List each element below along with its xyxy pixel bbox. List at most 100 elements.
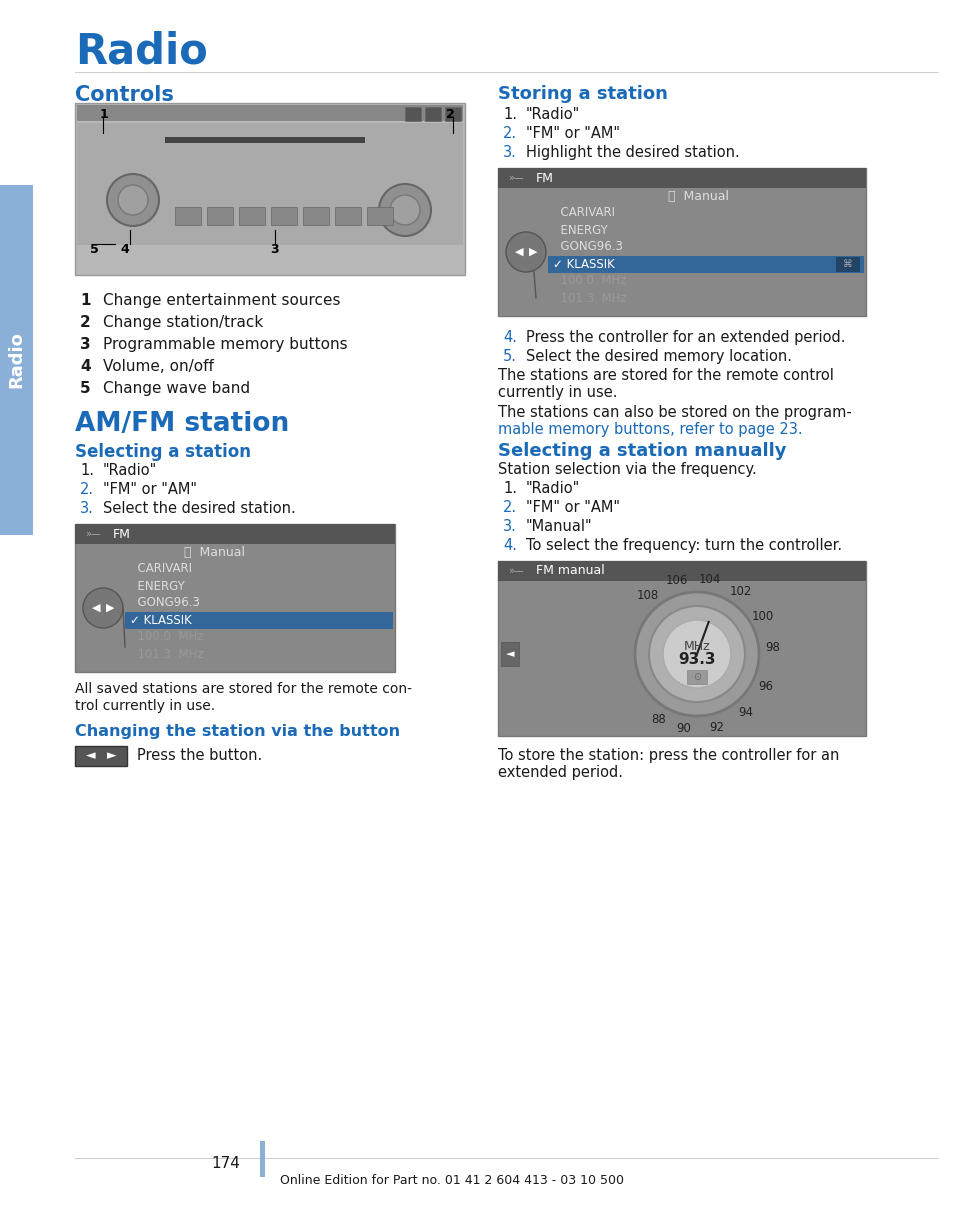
Text: ◄: ◄ [86, 750, 95, 763]
Bar [77, 123, 462, 245]
Text: Volume, on/off: Volume, on/off [103, 358, 213, 374]
Text: ⌘: ⌘ [842, 259, 852, 269]
Text: Controls: Controls [75, 85, 173, 104]
Text: trol currently in use.: trol currently in use. [75, 699, 214, 713]
Text: Press the button.: Press the button. [137, 748, 262, 763]
Bar [547, 256, 863, 273]
Text: 3: 3 [271, 243, 279, 256]
Text: 2.: 2. [502, 126, 517, 141]
Text: 100: 100 [751, 610, 773, 622]
Bar [239, 207, 265, 225]
Text: ENERGY: ENERGY [553, 224, 607, 237]
Text: FM manual: FM manual [536, 565, 604, 577]
Text: 5.: 5. [502, 349, 517, 364]
Text: FM: FM [112, 527, 131, 541]
Text: ◀: ◀ [515, 247, 522, 258]
Text: 1: 1 [80, 293, 91, 307]
Text: Station selection via the frequency.: Station selection via the frequency. [497, 462, 756, 477]
Text: 4: 4 [120, 243, 129, 256]
Text: ◀: ◀ [91, 603, 100, 614]
Bar [260, 1141, 265, 1177]
Bar [405, 107, 420, 122]
Text: »—: »— [85, 529, 100, 539]
Text: The stations can also be stored on the program-: The stations can also be stored on the p… [497, 405, 851, 420]
Text: "Radio": "Radio" [525, 481, 579, 496]
Text: ⊙: ⊙ [692, 672, 700, 682]
Text: 101.3  MHz: 101.3 MHz [130, 648, 203, 661]
Text: 1.: 1. [80, 463, 94, 477]
Text: 102: 102 [729, 586, 751, 598]
Bar [497, 168, 865, 188]
Text: 98: 98 [764, 640, 780, 654]
Text: Online Edition for Part no. 01 41 2 604 413 - 03 10 500: Online Edition for Part no. 01 41 2 604 … [280, 1174, 623, 1187]
Circle shape [378, 183, 431, 236]
Text: Highlight the desired station.: Highlight the desired station. [525, 145, 739, 160]
Bar [444, 107, 460, 122]
Text: 90: 90 [676, 723, 691, 735]
Text: 104: 104 [699, 572, 720, 586]
Text: "FM" or "AM": "FM" or "AM" [103, 482, 196, 497]
Text: 🔍  Manual: 🔍 Manual [184, 546, 245, 559]
Text: "Radio": "Radio" [103, 463, 157, 477]
Bar [75, 524, 395, 544]
Bar [77, 104, 462, 122]
Bar [0, 185, 33, 535]
Bar [500, 642, 518, 666]
Circle shape [118, 185, 148, 215]
Text: 101.3  MHz: 101.3 MHz [553, 292, 626, 305]
Text: Change station/track: Change station/track [103, 315, 263, 330]
Text: Radio: Radio [7, 332, 25, 389]
Text: 2: 2 [80, 315, 91, 330]
Text: Changing the station via the button: Changing the station via the button [75, 724, 399, 739]
Text: 3.: 3. [502, 145, 517, 160]
Text: ►: ► [107, 750, 116, 763]
Text: GONG96.3: GONG96.3 [130, 597, 200, 610]
Text: FM: FM [536, 171, 554, 185]
Text: 🔍  Manual: 🔍 Manual [668, 190, 729, 203]
Text: 1: 1 [100, 108, 109, 122]
Text: 5: 5 [80, 382, 91, 396]
Text: "FM" or "AM": "FM" or "AM" [525, 126, 619, 141]
Bar [75, 746, 127, 765]
Text: MHz: MHz [683, 639, 710, 652]
Text: »—: »— [507, 173, 523, 183]
Text: mable memory buttons, refer to page 23.: mable memory buttons, refer to page 23. [497, 422, 801, 437]
Circle shape [390, 194, 419, 225]
Text: 100.0  MHz: 100.0 MHz [553, 275, 626, 288]
Bar [75, 524, 395, 672]
Circle shape [662, 620, 730, 688]
Text: 3: 3 [80, 337, 91, 352]
Text: 94: 94 [738, 706, 753, 719]
Text: All saved stations are stored for the remote con-: All saved stations are stored for the re… [75, 682, 412, 696]
Text: To select the frequency: turn the controller.: To select the frequency: turn the contro… [525, 538, 841, 553]
Text: 108: 108 [637, 589, 659, 603]
Text: Select the desired station.: Select the desired station. [103, 501, 295, 516]
Circle shape [107, 174, 159, 226]
Text: 2.: 2. [80, 482, 94, 497]
Text: CARIVARI: CARIVARI [553, 207, 615, 220]
Text: "FM" or "AM": "FM" or "AM" [525, 501, 619, 515]
Bar [497, 561, 865, 581]
Bar [335, 207, 360, 225]
Text: 4.: 4. [502, 330, 517, 345]
Text: Selecting a station manually: Selecting a station manually [497, 442, 785, 460]
Text: ✓ KLASSIK: ✓ KLASSIK [130, 614, 192, 627]
Text: ✓ KLASSIK: ✓ KLASSIK [553, 258, 614, 271]
Text: ◄: ◄ [505, 649, 514, 659]
Text: Selecting a station: Selecting a station [75, 443, 251, 460]
Text: Change entertainment sources: Change entertainment sources [103, 293, 340, 307]
Text: 174: 174 [211, 1155, 240, 1170]
Text: 5: 5 [90, 243, 99, 256]
Text: 4.: 4. [502, 538, 517, 553]
Circle shape [635, 592, 759, 716]
Text: 3.: 3. [80, 501, 93, 516]
Text: 88: 88 [651, 713, 666, 727]
Bar [75, 103, 464, 275]
Text: 100.0  MHz: 100.0 MHz [130, 631, 203, 644]
Text: "Radio": "Radio" [525, 107, 579, 122]
Circle shape [648, 606, 744, 702]
Text: 4: 4 [80, 358, 91, 374]
Text: »—: »— [507, 566, 523, 576]
Text: 92: 92 [708, 720, 723, 734]
Text: GONG96.3: GONG96.3 [553, 241, 622, 254]
